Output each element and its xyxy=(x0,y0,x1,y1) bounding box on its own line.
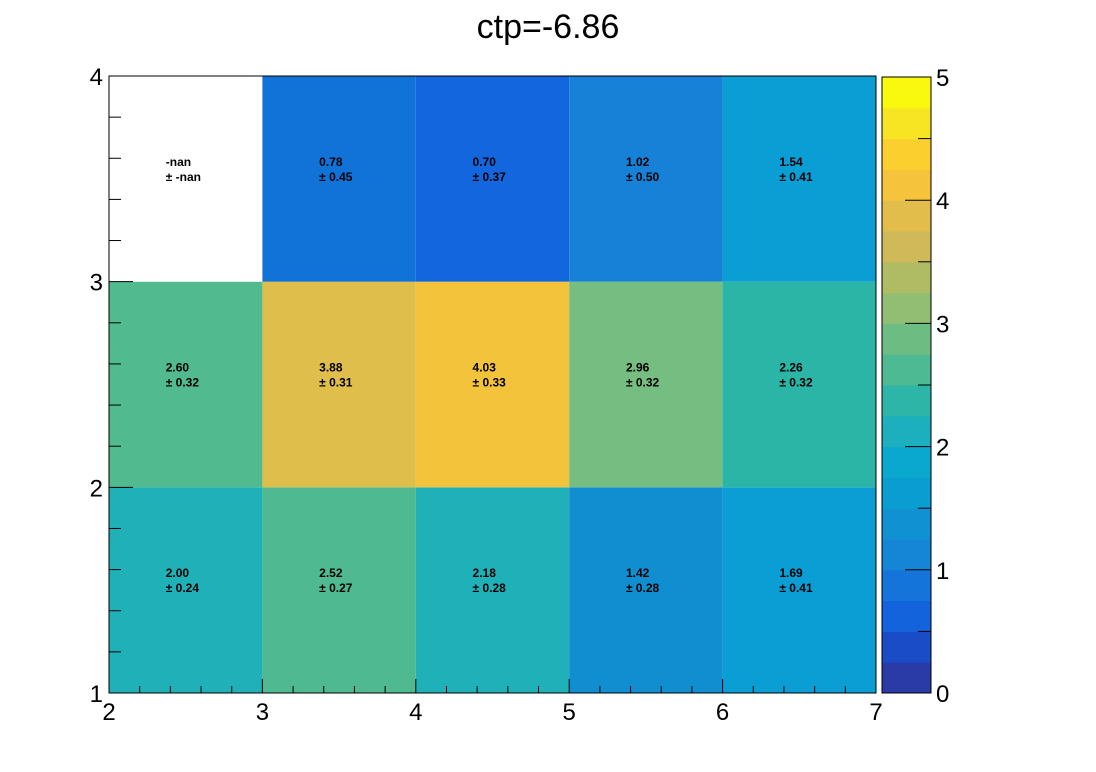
heatmap-cell xyxy=(569,281,723,488)
colorbar-tick-label: 4 xyxy=(936,188,949,215)
colorbar: 0 1 2 3 4 5 xyxy=(881,65,949,708)
cell-value-label: 0.70 xyxy=(473,155,497,169)
colorbar-band xyxy=(882,662,931,694)
x-tick-label: 5 xyxy=(563,699,576,726)
heatmap-cell xyxy=(109,281,263,488)
colorbar-band xyxy=(882,477,931,509)
y-tick-label: 4 xyxy=(90,64,103,91)
cell-error-label: ± -nan xyxy=(166,170,201,184)
heatmap-cells xyxy=(109,76,876,693)
colorbar-tick-label: 5 xyxy=(936,65,949,92)
heatmap-cell xyxy=(569,76,723,282)
cell-value-label: 2.18 xyxy=(473,566,497,580)
cell-value-label: 2.00 xyxy=(166,566,190,580)
cell-error-label: ± 0.28 xyxy=(473,581,507,595)
plot-frame xyxy=(108,75,877,694)
colorbar-band xyxy=(882,292,931,324)
heatmap-cell xyxy=(569,487,723,693)
heatmap-cell xyxy=(722,487,876,693)
heatmap-cell xyxy=(262,76,416,282)
colorbar-band xyxy=(882,231,931,263)
x-axis: 2 3 4 5 6 7 xyxy=(102,679,883,726)
cell-error-label: ± 0.31 xyxy=(319,376,353,390)
x-tick-label: 6 xyxy=(716,699,729,726)
cell-value-label: 4.03 xyxy=(473,361,497,375)
cell-error-label: ± 0.27 xyxy=(319,581,353,595)
colorbar-band xyxy=(882,200,931,232)
y-axis: 1 2 3 4 xyxy=(90,64,133,708)
cell-value-label: 3.88 xyxy=(319,361,343,375)
cell-error-label: ± 0.33 xyxy=(473,376,507,390)
cell-value-label: 1.69 xyxy=(779,566,803,580)
colorbar-band xyxy=(882,631,931,663)
cell-value-label: 1.02 xyxy=(626,155,650,169)
colorbar-band xyxy=(882,138,931,170)
heatmap-cell xyxy=(415,76,570,282)
cell-error-label: ± 0.41 xyxy=(779,581,813,595)
heatmap-cell xyxy=(722,76,876,282)
cell-error-label: ± 0.32 xyxy=(779,376,813,390)
colorbar-band xyxy=(882,77,931,109)
cell-value-label: 1.54 xyxy=(779,155,803,169)
colorbar-tick-label: 1 xyxy=(936,558,949,585)
cell-error-label: ± 0.37 xyxy=(473,170,507,184)
heatmap-cell xyxy=(415,487,570,693)
cell-value-label: 2.52 xyxy=(319,566,343,580)
cell-value-label: 0.78 xyxy=(319,155,343,169)
x-tick-label: 7 xyxy=(869,699,882,726)
y-tick-label: 2 xyxy=(90,475,103,502)
cell-error-label: ± 0.24 xyxy=(166,581,200,595)
cell-error-label: ± 0.28 xyxy=(626,581,660,595)
colorbar-band xyxy=(882,261,931,294)
heatmap-cell xyxy=(262,487,416,693)
colorbar-band xyxy=(882,107,931,140)
colorbar-band xyxy=(882,323,931,355)
x-tick-label: 3 xyxy=(256,699,269,726)
cell-value-label: 2.60 xyxy=(166,361,190,375)
colorbar-band xyxy=(882,508,931,540)
x-tick-label: 4 xyxy=(409,699,422,726)
colorbar-band xyxy=(882,446,931,478)
heatmap-cell xyxy=(262,281,416,488)
cell-value-label: -nan xyxy=(166,155,191,169)
cell-value-label: 2.26 xyxy=(779,361,803,375)
cell-error-label: ± 0.45 xyxy=(319,170,353,184)
heatmap-cell xyxy=(109,487,263,693)
y-tick-label: 1 xyxy=(90,681,103,708)
cell-error-label: ± 0.41 xyxy=(779,170,813,184)
heatmap-cell xyxy=(722,281,876,488)
x-tick-label: 2 xyxy=(102,699,115,726)
y-tick-label: 3 xyxy=(90,270,103,297)
colorbar-tick-label: 0 xyxy=(936,681,949,708)
colorbar-tick-label: 3 xyxy=(936,311,949,338)
cell-value-label: 1.42 xyxy=(626,566,650,580)
cell-error-label: ± 0.32 xyxy=(166,376,200,390)
cell-error-label: ± 0.50 xyxy=(626,170,660,184)
cell-value-label: 2.96 xyxy=(626,361,650,375)
chart-title: ctp=-6.86 xyxy=(477,8,620,46)
cell-labels: 2.00± 0.242.52± 0.272.18± 0.281.42± 0.28… xyxy=(166,155,813,595)
colorbar-band xyxy=(882,354,931,386)
cell-error-label: ± 0.32 xyxy=(626,376,660,390)
colorbar-tick-label: 2 xyxy=(936,435,949,462)
colorbar-band xyxy=(882,600,931,632)
colorbar-band xyxy=(882,539,931,571)
heatmap-cell xyxy=(415,281,570,488)
heatmap-cell xyxy=(109,76,263,282)
colorbar-band xyxy=(882,415,931,448)
colorbar-band xyxy=(882,569,931,602)
colorbar-band xyxy=(882,385,931,417)
colorbar-band xyxy=(882,169,931,201)
